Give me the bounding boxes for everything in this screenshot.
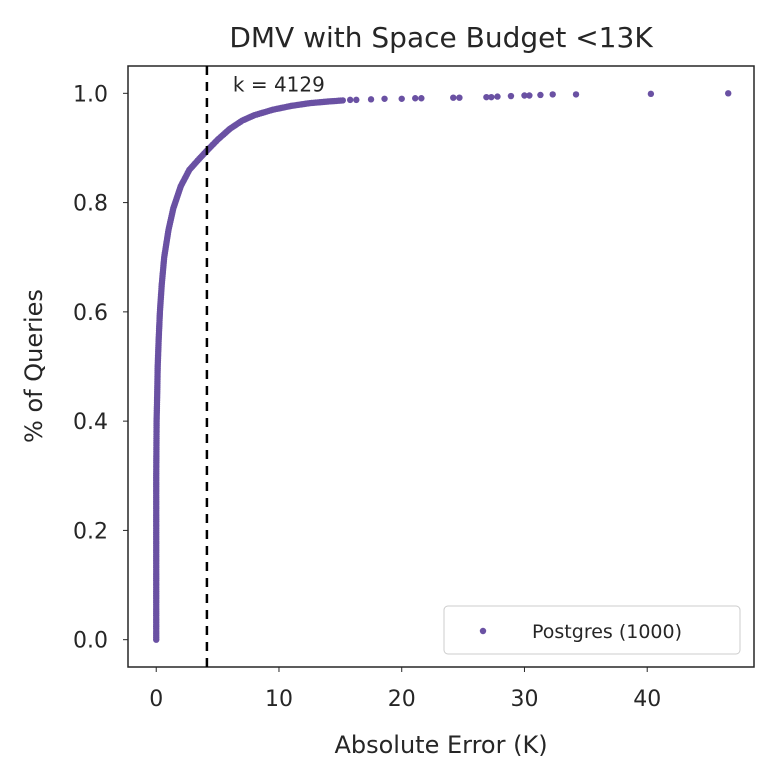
y-tick-labels: 0.0 0.2 0.4 0.6 0.8 1.0 xyxy=(73,82,128,654)
plot-area xyxy=(127,65,755,668)
data-point xyxy=(549,91,556,98)
data-point xyxy=(521,92,528,99)
y-tick-label: 0.8 xyxy=(73,192,108,217)
legend: Postgres (1000) xyxy=(443,605,741,655)
y-tick-label: 0.0 xyxy=(73,629,108,654)
data-point xyxy=(725,90,732,97)
chart-title: DMV with Space Budget <13K xyxy=(229,21,653,54)
series-postgres xyxy=(153,90,732,643)
legend-label: Postgres (1000) xyxy=(532,621,682,643)
x-tick-label: 30 xyxy=(510,687,538,712)
y-tick-label: 0.2 xyxy=(73,519,108,544)
data-point xyxy=(507,92,515,100)
data-point xyxy=(537,91,544,99)
data-point xyxy=(456,94,463,101)
x-tick-label: 40 xyxy=(633,687,661,712)
legend-box xyxy=(443,605,741,655)
axes-frame xyxy=(127,65,755,668)
y-tick-label: 0.6 xyxy=(73,301,108,326)
legend-marker xyxy=(479,627,487,635)
k-annotation: k = 4129 xyxy=(233,72,325,96)
data-point xyxy=(398,95,405,102)
y-tick-label: 1.0 xyxy=(73,82,108,107)
data-point xyxy=(647,90,655,98)
data-point xyxy=(572,91,580,98)
x-axis-label: Absolute Error (K) xyxy=(334,731,547,759)
data-point xyxy=(526,92,533,99)
data-point xyxy=(494,93,501,100)
data-point xyxy=(450,94,457,101)
y-axis-label: % of Queries xyxy=(20,289,48,443)
data-point xyxy=(339,97,346,104)
x-tick-labels: 0 10 20 30 40 xyxy=(149,667,661,712)
data-point xyxy=(412,95,419,102)
data-point xyxy=(346,96,354,104)
data-point xyxy=(353,96,360,104)
data-point xyxy=(488,93,495,101)
x-tick-label: 0 xyxy=(149,687,163,712)
data-point xyxy=(418,95,425,102)
data-point xyxy=(381,95,388,102)
data-point xyxy=(367,96,375,103)
data-point xyxy=(483,93,490,101)
x-tick-label: 10 xyxy=(265,687,293,712)
y-tick-label: 0.4 xyxy=(73,410,108,435)
x-tick-label: 20 xyxy=(388,687,416,712)
